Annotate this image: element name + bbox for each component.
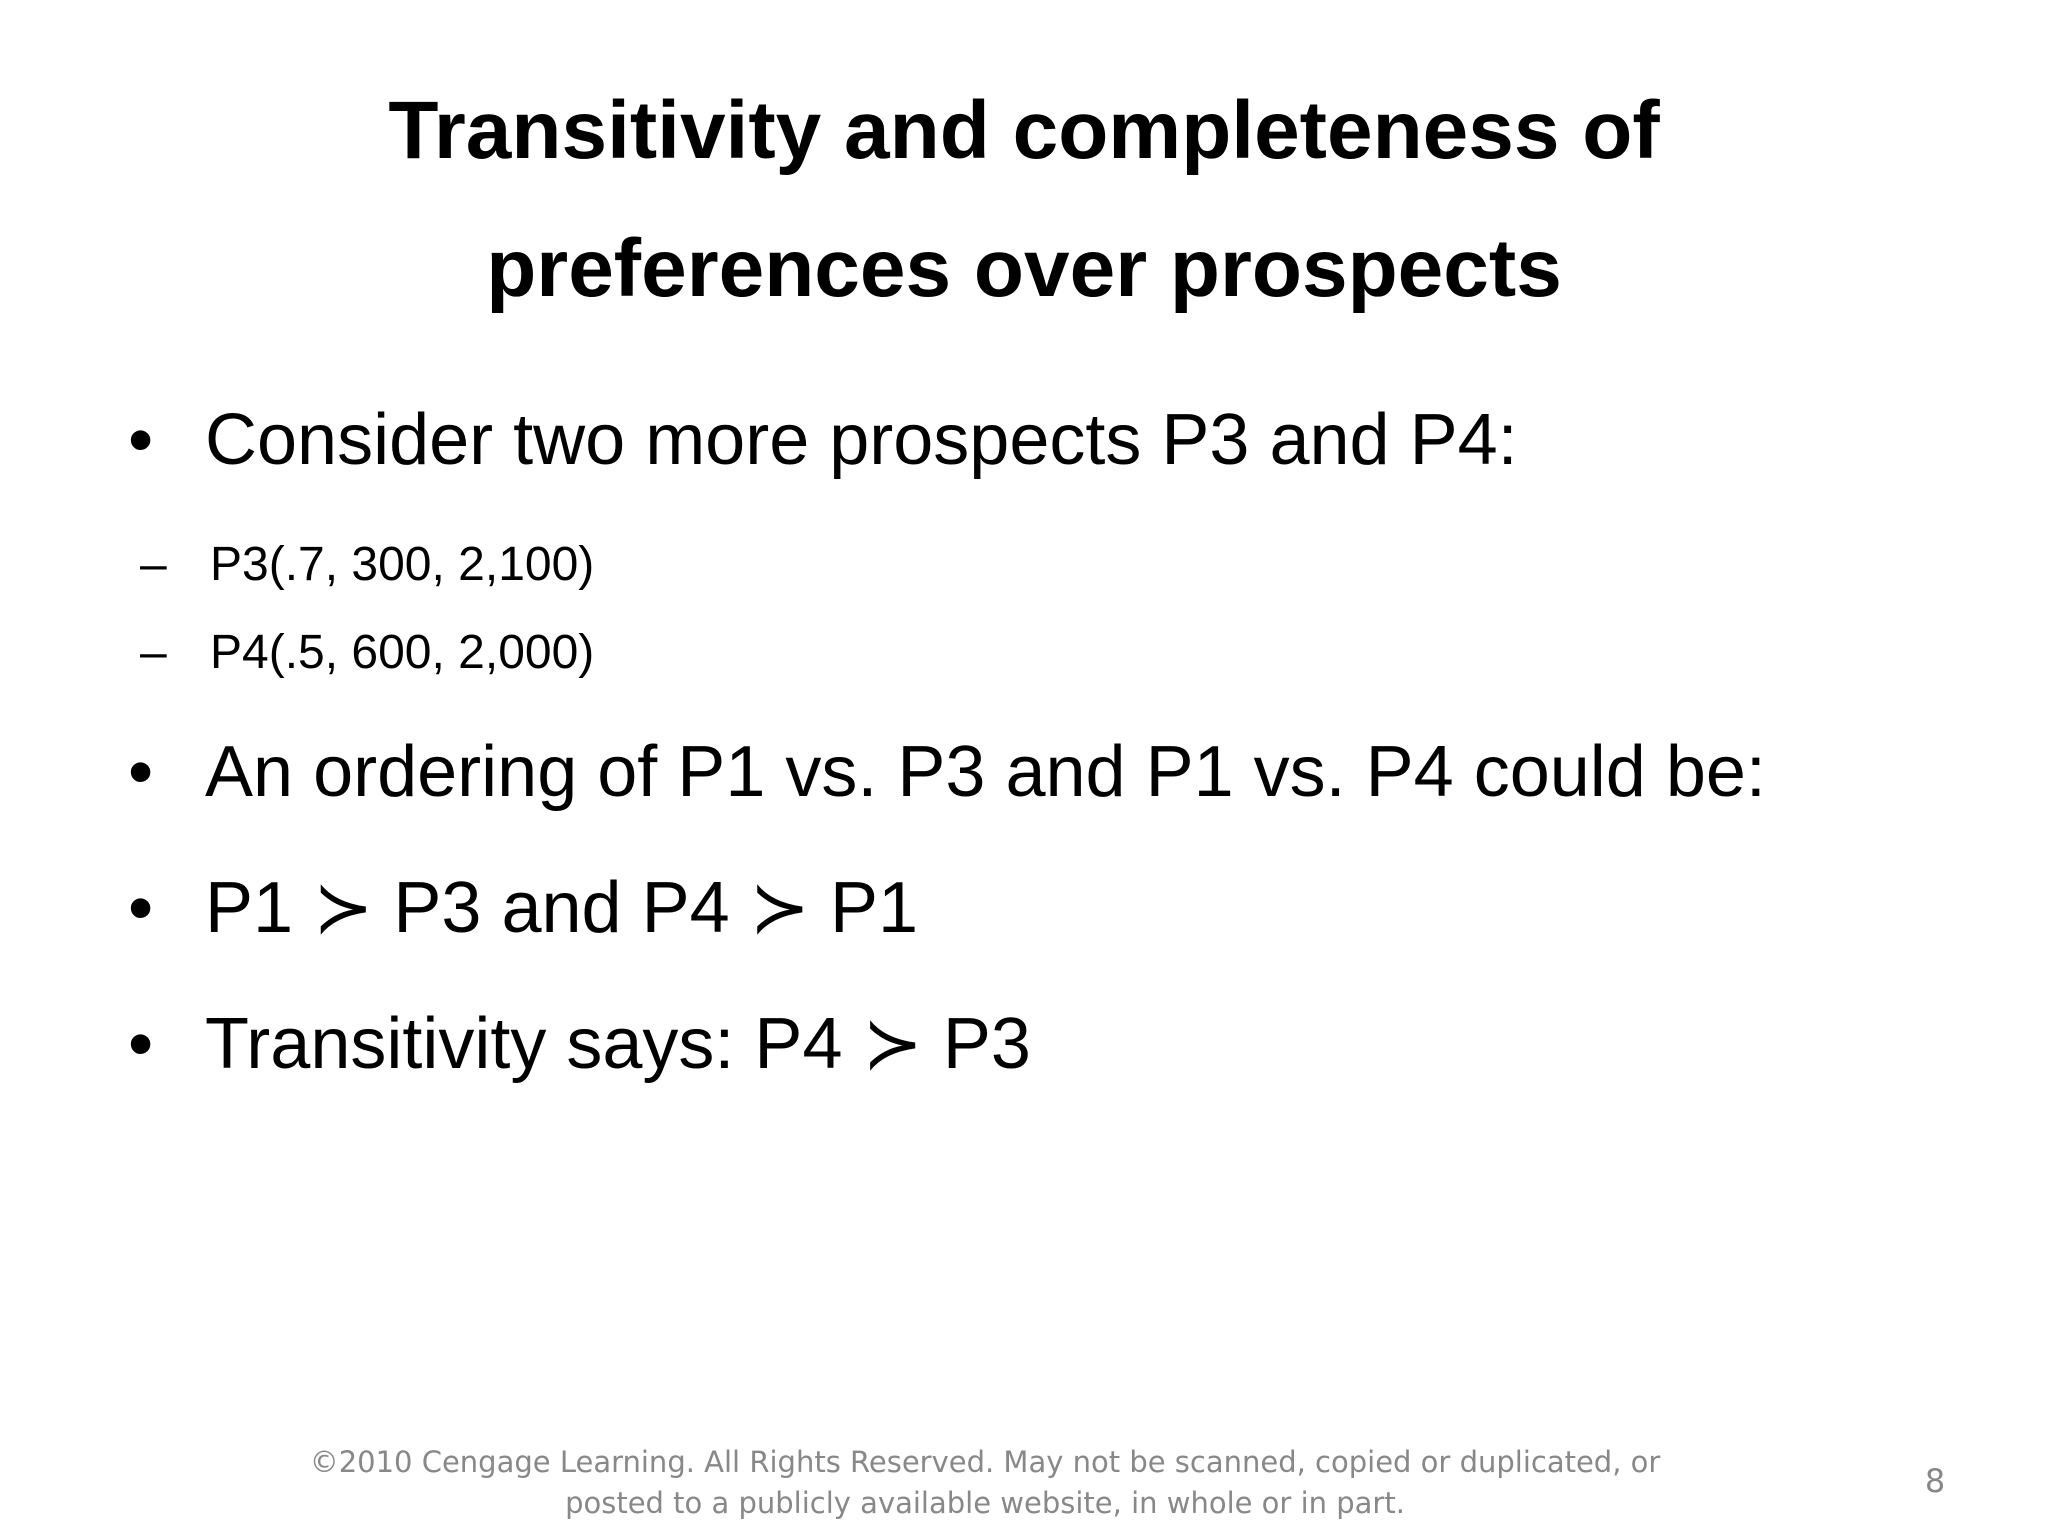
bullet: Consider two more prospects P3 and P4:: [120, 385, 1860, 495]
footer: ©2010 Cengage Learning. All Rights Reser…: [120, 1442, 1850, 1524]
footer-line: ©2010 Cengage Learning. All Rights Reser…: [309, 1445, 1661, 1479]
sub-bullet: P4(.5, 600, 2,000): [120, 609, 1860, 697]
slide-title: Transitivity and completeness of preferen…: [0, 62, 2048, 338]
page-number: 8: [1924, 1462, 1946, 1500]
sub-list: P3(.7, 300, 2,100)P4(.5, 600, 2,000): [120, 521, 1860, 697]
bullet: Transitivity says: P4 ≻ P3: [120, 989, 1860, 1099]
sub-bullet: P3(.7, 300, 2,100): [120, 521, 1860, 609]
bullet: P1 ≻ P3 and P4 ≻ P1: [120, 853, 1860, 963]
footer-line: posted to a publicly available website, …: [565, 1486, 1405, 1520]
slide-body: Consider two more prospects P3 and P4: P3…: [120, 385, 1860, 1125]
title-line: Transitivity and completeness of: [388, 85, 1660, 176]
title-line: preferences over prospects: [486, 223, 1562, 314]
bullet: An ordering of P1 vs. P3 and P1 vs. P4 c…: [120, 717, 1860, 827]
